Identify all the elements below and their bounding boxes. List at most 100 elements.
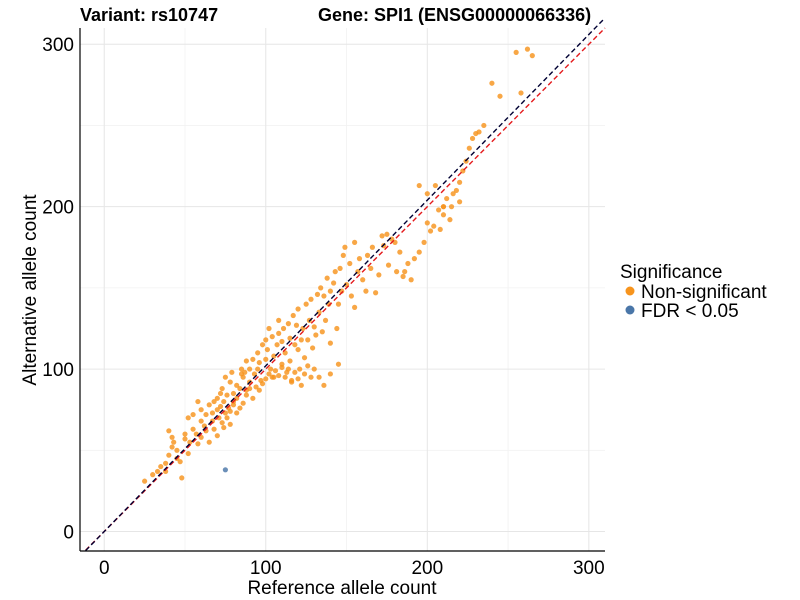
legend-swatch-fdr	[625, 305, 635, 315]
point-non-significant	[185, 415, 191, 421]
point-non-significant	[214, 433, 220, 439]
point-non-significant	[219, 420, 225, 426]
point-non-significant	[457, 199, 463, 205]
point-non-significant	[303, 301, 309, 307]
point-non-significant	[240, 400, 246, 406]
point-non-significant	[424, 191, 430, 197]
point-non-significant	[436, 207, 442, 213]
point-non-significant	[348, 293, 354, 299]
point-non-significant	[287, 358, 293, 364]
point-non-significant	[230, 390, 237, 397]
point-non-significant	[369, 244, 375, 250]
point-non-significant	[368, 265, 374, 271]
point-non-significant	[247, 366, 253, 372]
point-non-significant	[424, 220, 430, 226]
point-non-significant	[450, 191, 456, 197]
point-non-significant	[321, 382, 327, 388]
point-non-significant	[342, 244, 348, 250]
point-non-significant	[198, 418, 204, 424]
point-non-significant	[364, 252, 371, 258]
point-fdr	[222, 467, 228, 473]
point-non-significant	[256, 359, 262, 366]
legend-title: Significance	[620, 262, 722, 283]
point-non-significant	[437, 226, 443, 233]
point-non-significant	[481, 122, 487, 129]
point-non-significant	[298, 337, 304, 343]
point-non-significant	[266, 371, 272, 377]
reference-lines	[83, 17, 606, 551]
point-non-significant	[427, 228, 434, 234]
point-non-significant	[217, 403, 224, 410]
point-non-significant	[308, 296, 314, 302]
point-non-significant	[253, 384, 259, 390]
point-non-significant	[182, 436, 188, 442]
point-non-significant	[247, 385, 253, 392]
point-non-significant	[243, 358, 249, 364]
point-non-significant	[322, 317, 329, 323]
point-non-significant	[416, 249, 422, 255]
point-non-significant	[219, 385, 225, 392]
point-non-significant	[352, 239, 358, 245]
point-non-significant	[263, 376, 269, 382]
y-tick-label: 200	[42, 198, 74, 219]
identity-line	[83, 27, 606, 551]
point-non-significant	[476, 129, 482, 135]
point-non-significant	[276, 317, 282, 323]
point-non-significant	[211, 398, 217, 405]
data-points	[142, 46, 535, 484]
chart-subtitle: Gene: SPI1 (ENSG00000066336)	[318, 5, 591, 25]
point-non-significant	[195, 398, 201, 405]
point-non-significant	[198, 407, 204, 413]
x-tick-label: 0	[99, 558, 110, 579]
point-non-significant	[158, 463, 164, 470]
point-non-significant	[301, 355, 308, 361]
point-non-significant	[447, 217, 453, 223]
point-non-significant	[240, 374, 246, 380]
point-non-significant	[432, 182, 438, 189]
y-axis-label: Alternative allele count	[20, 194, 41, 386]
point-non-significant	[421, 239, 427, 245]
point-non-significant	[272, 368, 279, 374]
legend: Significance Non-significant FDR < 0.05	[620, 262, 767, 322]
point-non-significant	[411, 256, 417, 262]
point-non-significant	[179, 475, 185, 481]
point-non-significant	[187, 439, 193, 445]
point-non-significant	[177, 459, 183, 465]
x-tick-label: 300	[573, 558, 605, 579]
point-non-significant	[385, 262, 392, 268]
point-non-significant	[301, 371, 308, 377]
point-non-significant	[497, 93, 503, 99]
point-non-significant	[295, 346, 301, 353]
point-non-significant	[310, 345, 316, 351]
point-non-significant	[276, 330, 282, 336]
y-tick-label: 300	[42, 35, 74, 56]
point-non-significant	[316, 374, 322, 380]
point-non-significant	[227, 379, 233, 385]
point-non-significant	[269, 374, 275, 380]
point-non-significant	[376, 272, 382, 278]
point-non-significant	[280, 325, 287, 332]
point-non-significant	[206, 402, 212, 408]
point-non-significant	[255, 366, 261, 372]
point-non-significant	[327, 371, 333, 377]
point-non-significant	[313, 332, 319, 338]
point-non-significant	[234, 382, 240, 388]
point-non-significant	[440, 212, 447, 218]
point-non-significant	[142, 478, 148, 484]
point-non-significant	[352, 304, 358, 310]
point-non-significant	[214, 395, 220, 401]
x-tick-label: 200	[411, 558, 443, 579]
point-non-significant	[279, 338, 285, 345]
point-non-significant	[195, 441, 201, 447]
point-non-significant	[331, 280, 337, 286]
point-non-significant	[363, 288, 369, 294]
point-non-significant	[279, 364, 285, 371]
point-non-significant	[394, 269, 400, 275]
point-non-significant	[311, 324, 317, 330]
point-non-significant	[237, 405, 243, 411]
point-non-significant	[234, 410, 240, 416]
point-non-significant	[440, 204, 447, 210]
point-non-significant	[224, 415, 230, 421]
point-non-significant	[321, 293, 327, 299]
